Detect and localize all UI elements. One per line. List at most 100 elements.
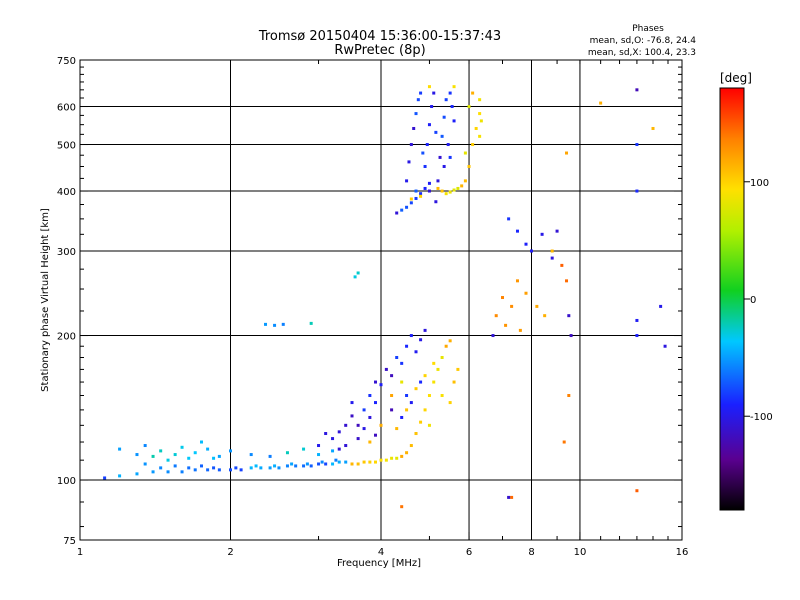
data-point	[567, 394, 571, 398]
data-point	[463, 179, 467, 183]
data-point	[452, 188, 456, 192]
data-point	[448, 339, 452, 343]
data-point	[423, 186, 427, 190]
x-tick-label: 16	[676, 547, 689, 558]
data-point	[390, 394, 394, 398]
series-1	[118, 271, 360, 462]
series-4	[395, 91, 456, 215]
data-point	[409, 401, 413, 405]
y-tick-label: 100	[57, 476, 76, 487]
series-5	[409, 85, 483, 201]
data-point	[187, 456, 191, 460]
series-0	[103, 458, 348, 480]
data-point	[419, 420, 423, 424]
data-point	[368, 415, 372, 419]
data-point	[320, 460, 324, 464]
data-point	[414, 432, 418, 436]
series-7	[491, 88, 667, 499]
ticks-layer: 1 2 4 6 8 10 16 75 100 200 300 400 500 600 750	[57, 56, 688, 558]
series-3	[350, 339, 460, 466]
data-point	[444, 344, 448, 348]
data-point	[405, 451, 409, 455]
data-point	[353, 275, 357, 279]
data-point	[290, 462, 294, 466]
data-point	[400, 361, 404, 365]
data-point	[350, 462, 354, 466]
data-point	[362, 408, 366, 412]
data-point	[446, 143, 450, 147]
data-point	[400, 415, 404, 419]
data-point	[560, 263, 564, 267]
data-point	[478, 98, 482, 102]
data-point	[471, 143, 475, 147]
data-point	[456, 186, 460, 190]
data-point	[450, 105, 454, 109]
data-point	[324, 462, 328, 466]
data-point	[344, 460, 348, 464]
y-tick-label: 600	[57, 103, 76, 114]
data-point	[362, 460, 366, 464]
data-point	[409, 201, 413, 205]
data-point	[419, 91, 423, 95]
data-point	[504, 323, 508, 327]
data-point	[550, 256, 554, 260]
data-point	[200, 464, 204, 468]
data-point	[317, 453, 321, 457]
data-point	[259, 466, 263, 470]
data-point	[663, 344, 667, 348]
data-point	[193, 468, 197, 472]
data-point	[344, 423, 348, 427]
data-point	[452, 85, 456, 89]
data-point	[239, 468, 243, 472]
y-tick-label: 200	[57, 332, 76, 343]
legend-line-x: mean, sd,X: 100.4, 23.3	[588, 48, 696, 58]
data-point	[515, 229, 519, 233]
data-point	[565, 279, 569, 283]
data-point	[249, 466, 253, 470]
data-point	[474, 126, 478, 130]
data-point	[550, 249, 554, 253]
data-point	[414, 387, 418, 391]
data-point	[350, 414, 354, 418]
data-point	[436, 179, 440, 183]
data-point	[400, 208, 404, 212]
data-point	[356, 462, 360, 466]
data-point	[518, 328, 522, 332]
data-point	[467, 105, 471, 109]
data-point	[187, 466, 191, 470]
data-point	[374, 433, 378, 437]
data-point	[412, 126, 416, 130]
data-point	[414, 112, 418, 116]
data-point	[456, 367, 460, 371]
data-point	[409, 197, 413, 201]
grid-layer	[80, 60, 682, 540]
data-point	[507, 495, 511, 499]
data-point	[425, 143, 429, 147]
data-point	[135, 472, 139, 476]
data-point	[510, 304, 514, 308]
data-point	[635, 318, 639, 322]
data-point	[317, 462, 321, 466]
data-point	[368, 460, 372, 464]
data-point	[423, 164, 427, 168]
data-point	[440, 134, 444, 138]
data-point	[350, 401, 354, 405]
data-point	[427, 189, 431, 193]
data-point	[302, 464, 306, 468]
data-point	[143, 462, 147, 466]
data-point	[374, 401, 378, 405]
data-point	[400, 505, 404, 509]
x-axis-label: Frequency [MHz]	[337, 558, 421, 569]
data-point	[390, 408, 394, 412]
data-point	[440, 355, 444, 359]
data-point	[430, 105, 434, 109]
data-point	[432, 361, 436, 365]
data-point	[419, 194, 423, 198]
data-point	[173, 453, 177, 457]
chart-title: Tromsø 20150404 15:36:00-15:37:43	[258, 29, 501, 44]
data-point	[379, 423, 383, 427]
data-point	[565, 151, 569, 155]
data-point	[151, 470, 155, 474]
data-point	[460, 184, 464, 188]
data-point	[635, 489, 639, 493]
